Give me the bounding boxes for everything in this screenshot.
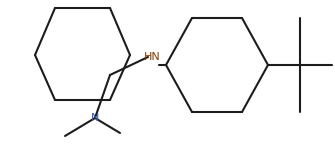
Text: HN: HN [144, 52, 160, 62]
Text: N: N [91, 113, 99, 123]
